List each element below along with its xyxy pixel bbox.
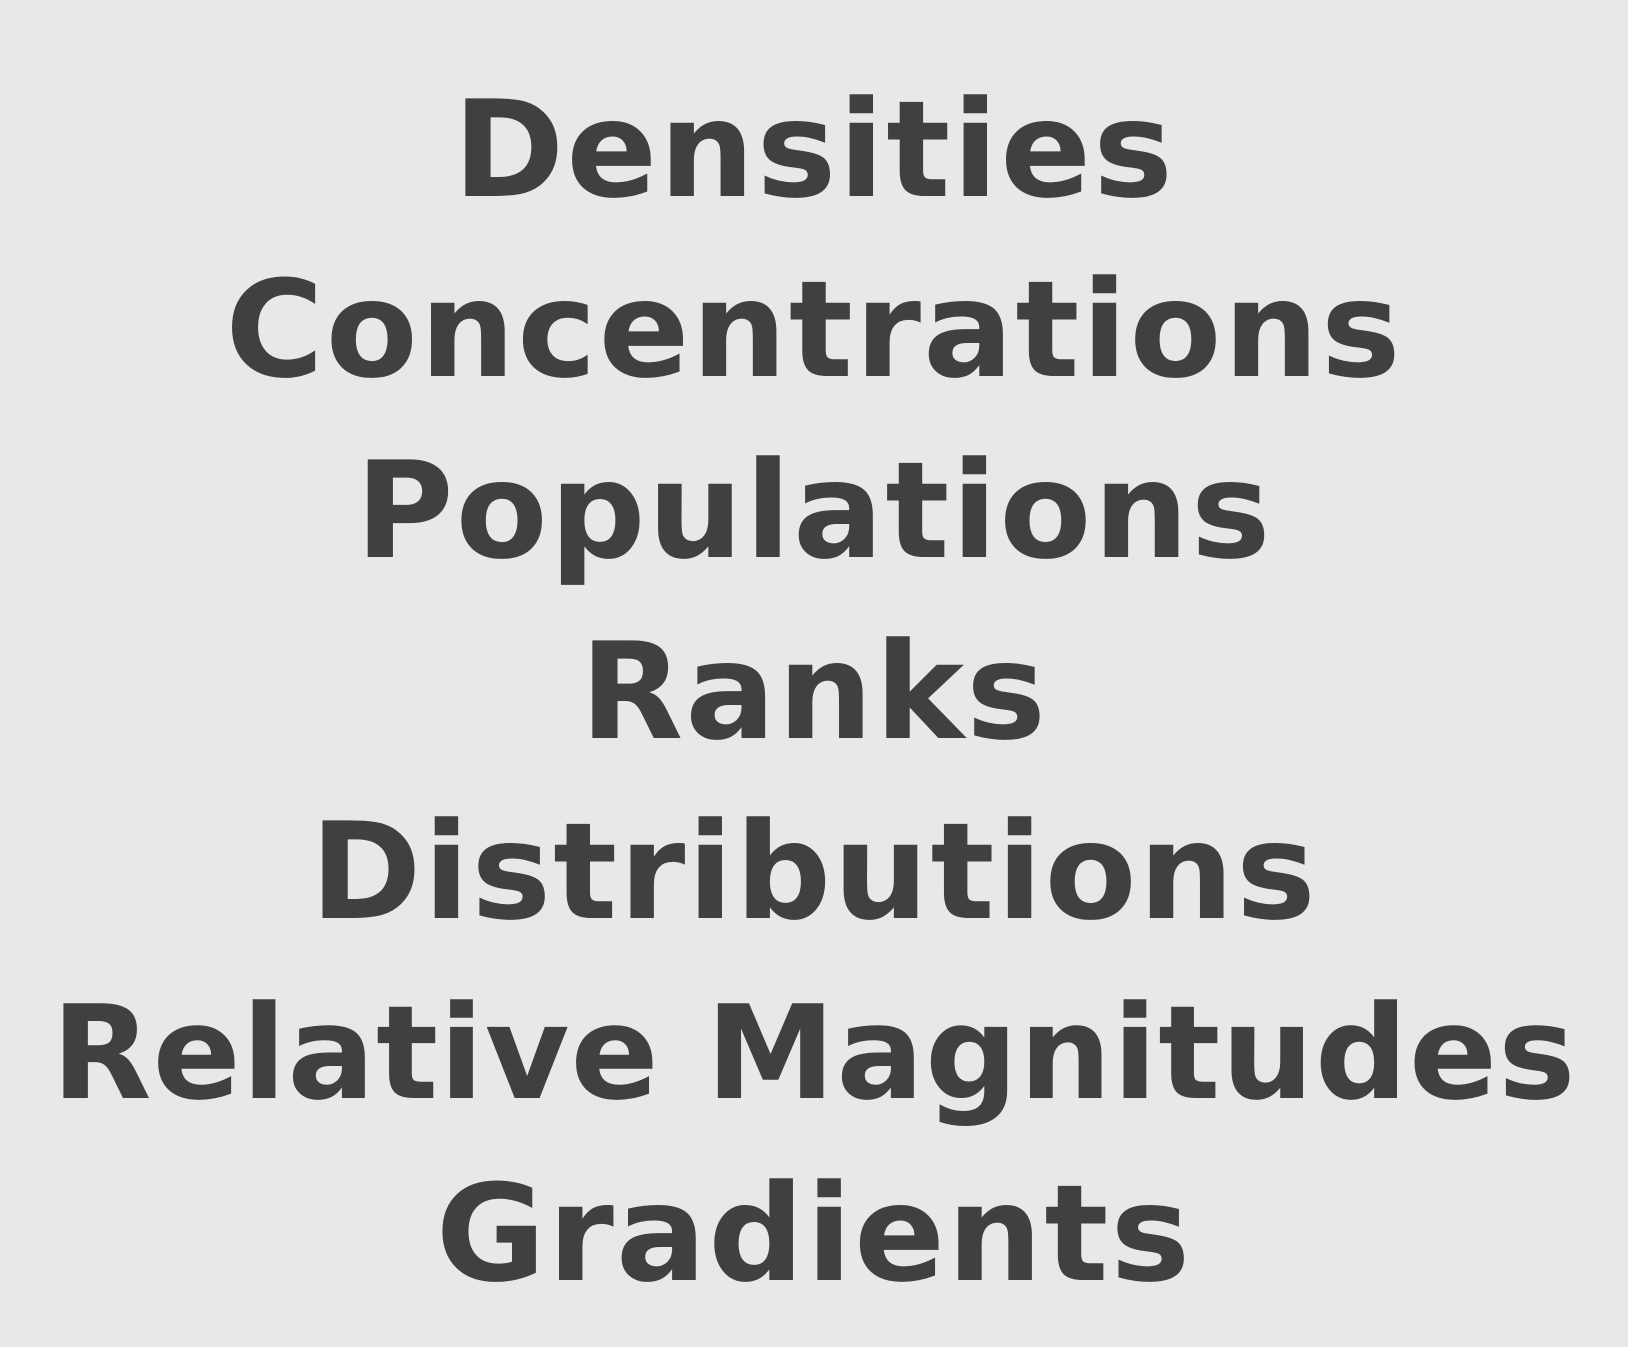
word-populations: Populations — [355, 433, 1273, 589]
word-relative-magnitudes: Relative Magnitudes — [51, 977, 1577, 1129]
word-distributions: Distributions — [310, 794, 1318, 950]
word-ranks: Ranks — [580, 614, 1048, 770]
word-concentrations: Concentrations — [225, 252, 1403, 408]
word-densities: Densities — [453, 72, 1175, 228]
word-gradients: Gradients — [435, 1156, 1193, 1312]
